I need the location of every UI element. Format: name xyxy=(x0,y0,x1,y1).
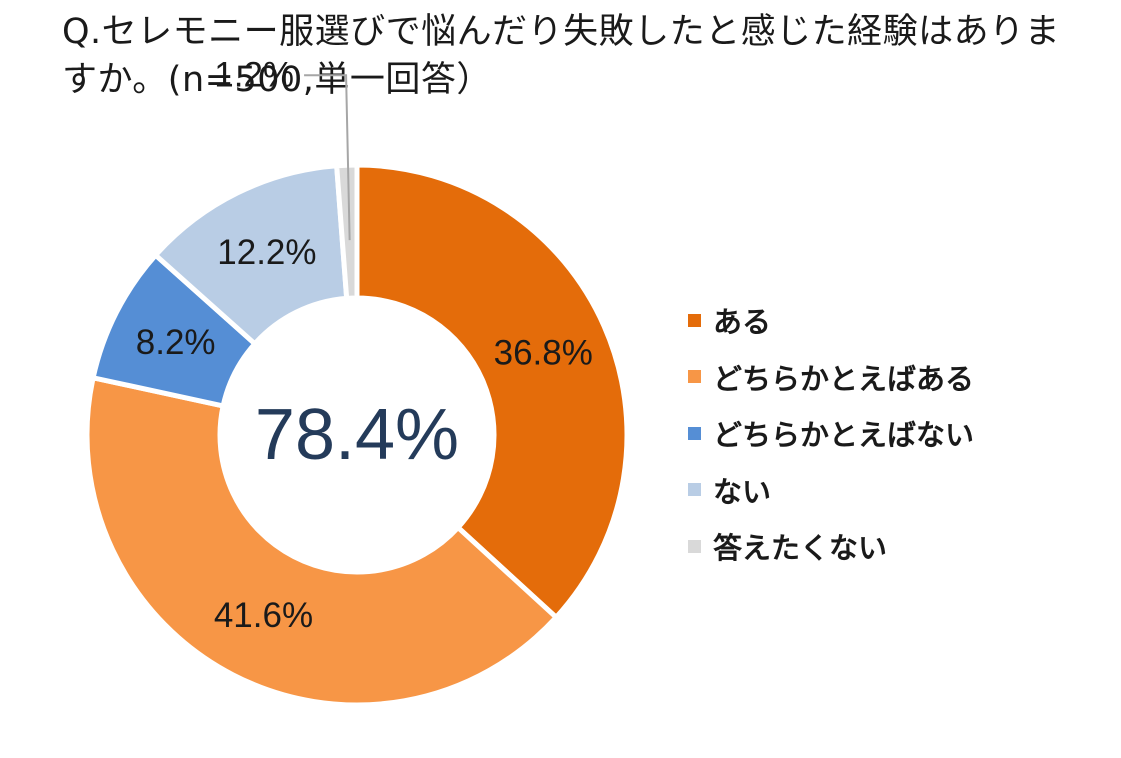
legend-label-1: ある xyxy=(713,305,772,340)
labels-layer: 36.8% 41.6% 8.2% 12.2% 1.2% xyxy=(136,56,593,636)
legend-label-4: ない xyxy=(713,474,772,509)
slice-value-label-4: 12.2% xyxy=(217,233,316,272)
legend-swatch-1 xyxy=(688,313,701,327)
legend-item-2: どちらかとえばある xyxy=(688,349,974,406)
leader-layer xyxy=(304,74,351,241)
legend-swatch-5 xyxy=(688,539,701,553)
donut-slice-5 xyxy=(333,162,360,302)
legend-item-1: ある xyxy=(688,292,974,349)
legend-label-3: どちらかとえばない xyxy=(713,418,975,453)
slice-value-label-3: 8.2% xyxy=(136,323,216,362)
slice-value-label-5: 1.2% xyxy=(214,56,294,95)
legend-item-4: ない xyxy=(688,462,974,519)
legend-swatch-3 xyxy=(688,426,701,440)
center-total-label: 78.4% xyxy=(255,395,459,475)
slice-value-label-1: 36.8% xyxy=(494,334,593,373)
legend-swatch-2 xyxy=(688,370,701,384)
donut-slice-2 xyxy=(84,374,560,708)
slice-value-label-2: 41.6% xyxy=(214,596,313,635)
slices-layer xyxy=(84,162,630,708)
legend-label-2: どちらかとえばある xyxy=(713,361,975,396)
legend: あるどちらかとえばある どちらかとえばない ない答えたくない xyxy=(688,292,974,575)
legend-item-5: 答えたくない xyxy=(688,518,974,575)
legend-swatch-4 xyxy=(688,483,701,497)
leader-line-5 xyxy=(304,74,351,241)
donut-slice-1 xyxy=(354,162,630,621)
legend-item-3: どちらかとえばない xyxy=(688,405,974,462)
chart-title: Q.セレモニー服選びで悩んだり失敗したと感じた経験はありますか。(n=500,単… xyxy=(62,12,1061,100)
donut-slice-4 xyxy=(152,163,350,348)
legend-label-5: 答えたくない xyxy=(713,531,888,566)
